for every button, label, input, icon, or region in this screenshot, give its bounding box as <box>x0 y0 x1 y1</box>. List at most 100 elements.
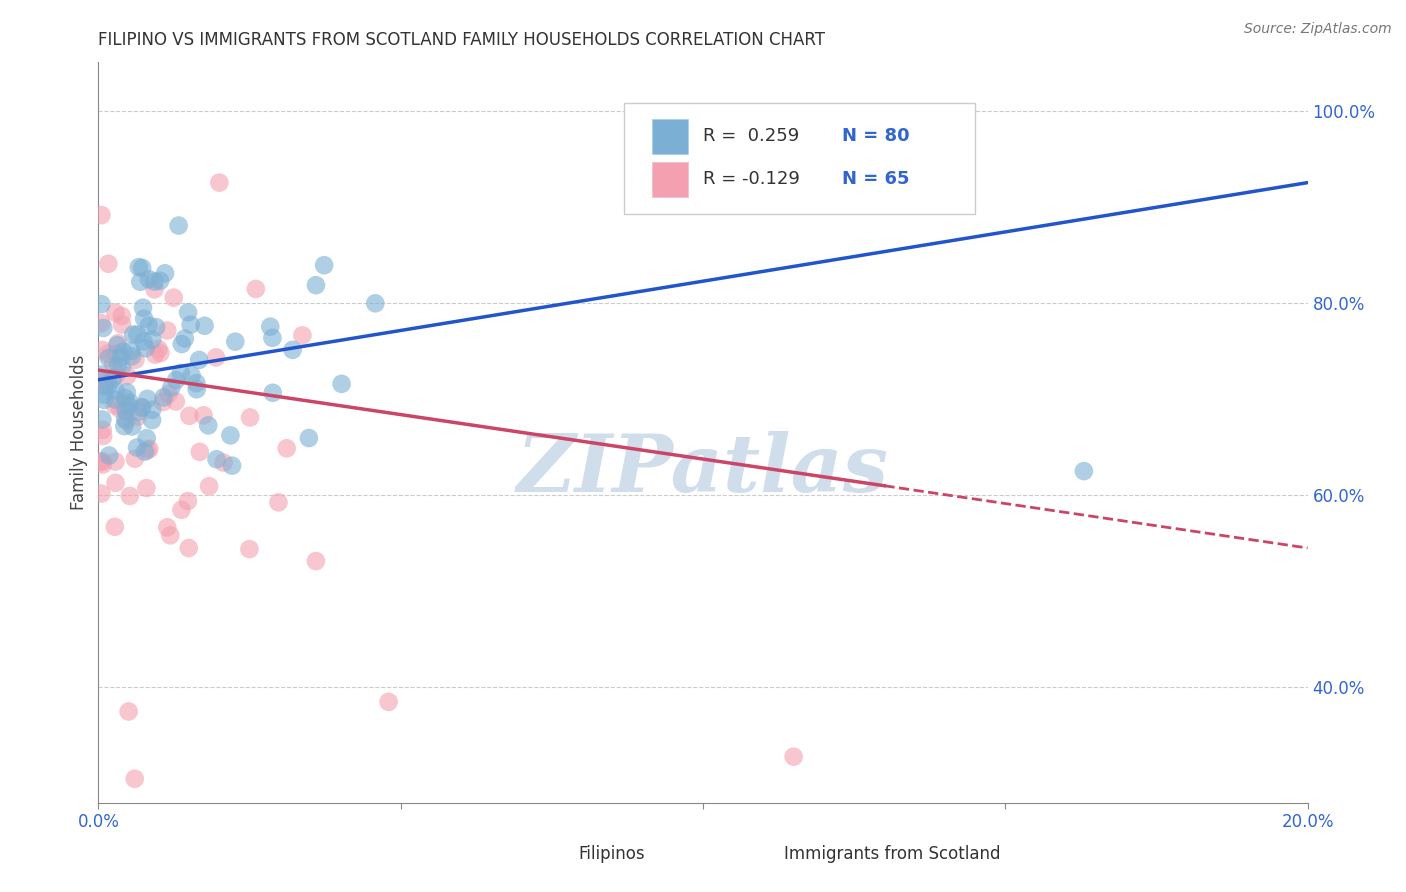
Point <box>110 350 132 364</box>
Point <box>138 318 160 333</box>
Point <box>167 219 190 233</box>
Point <box>170 503 193 517</box>
Point <box>94 379 117 393</box>
Point <box>124 772 146 786</box>
Point <box>107 359 129 373</box>
Point <box>134 311 156 326</box>
Point <box>118 705 141 719</box>
Text: R =  0.259: R = 0.259 <box>703 128 799 145</box>
Point <box>143 275 166 289</box>
Point <box>205 452 228 467</box>
Point <box>179 409 201 423</box>
Point <box>262 331 284 345</box>
Point <box>129 275 152 289</box>
Point <box>104 475 127 490</box>
Point <box>107 336 129 351</box>
Point <box>262 385 284 400</box>
Point <box>131 401 153 415</box>
Point <box>143 282 166 296</box>
Point <box>148 342 170 356</box>
Point <box>107 338 129 352</box>
Point <box>135 481 157 495</box>
Point <box>208 176 231 190</box>
Point <box>238 542 260 557</box>
Text: ZIPatlas: ZIPatlas <box>517 431 889 508</box>
Point <box>125 441 148 455</box>
Point <box>114 412 136 426</box>
Point <box>330 376 353 391</box>
Point <box>117 368 139 383</box>
Point <box>104 384 127 398</box>
Point <box>98 449 121 463</box>
Point <box>157 387 180 401</box>
Point <box>239 410 262 425</box>
Point <box>205 351 228 365</box>
Point <box>127 409 149 424</box>
Point <box>90 373 112 387</box>
Point <box>180 318 202 332</box>
Point <box>188 353 211 368</box>
Point <box>170 366 193 380</box>
Point <box>276 442 298 456</box>
Point <box>281 343 304 357</box>
Bar <box>652 119 689 154</box>
Point <box>124 352 146 367</box>
Point <box>114 402 136 417</box>
Point <box>134 444 156 458</box>
Point <box>131 401 153 415</box>
Point <box>219 428 242 442</box>
Point <box>152 395 174 409</box>
Point <box>97 378 120 392</box>
Point <box>132 334 155 349</box>
Point <box>112 397 135 411</box>
Point <box>298 431 321 445</box>
Text: Filipinos: Filipinos <box>578 845 645 863</box>
Point <box>194 318 217 333</box>
Point <box>104 398 127 412</box>
Point <box>314 258 336 272</box>
Text: FILIPINO VS IMMIGRANTS FROM SCOTLAND FAMILY HOUSEHOLDS CORRELATION CHART: FILIPINO VS IMMIGRANTS FROM SCOTLAND FAM… <box>98 31 825 49</box>
Point <box>105 368 128 382</box>
Point <box>121 349 143 363</box>
Point <box>173 331 195 345</box>
Point <box>90 297 112 311</box>
Point <box>93 392 115 407</box>
Point <box>90 486 112 500</box>
Point <box>127 327 149 342</box>
Point <box>141 333 163 347</box>
Point <box>156 520 179 534</box>
Text: Immigrants from Scotland: Immigrants from Scotland <box>785 845 1001 863</box>
Point <box>364 296 387 310</box>
Point <box>170 337 193 351</box>
Point <box>124 451 146 466</box>
Point <box>163 291 186 305</box>
Point <box>149 346 172 360</box>
Point <box>198 479 221 493</box>
Bar <box>745 842 772 866</box>
Point <box>105 346 128 360</box>
Point <box>93 321 115 335</box>
Point <box>132 301 155 315</box>
Point <box>138 272 160 286</box>
Bar <box>540 842 567 866</box>
Point <box>90 455 112 469</box>
Point <box>149 274 172 288</box>
Point <box>118 489 141 503</box>
Point <box>111 309 134 323</box>
Point <box>97 351 120 365</box>
Point <box>177 305 200 319</box>
Point <box>91 429 114 443</box>
Point <box>165 394 187 409</box>
Point <box>138 442 160 456</box>
Point <box>96 374 118 388</box>
Point <box>145 320 167 334</box>
Text: Source: ZipAtlas.com: Source: ZipAtlas.com <box>1244 22 1392 37</box>
Point <box>783 749 806 764</box>
Point <box>305 554 328 568</box>
Point <box>141 413 163 427</box>
Point <box>112 419 135 434</box>
Point <box>177 541 200 555</box>
Point <box>160 380 183 394</box>
Point <box>188 445 211 459</box>
Point <box>90 368 112 382</box>
